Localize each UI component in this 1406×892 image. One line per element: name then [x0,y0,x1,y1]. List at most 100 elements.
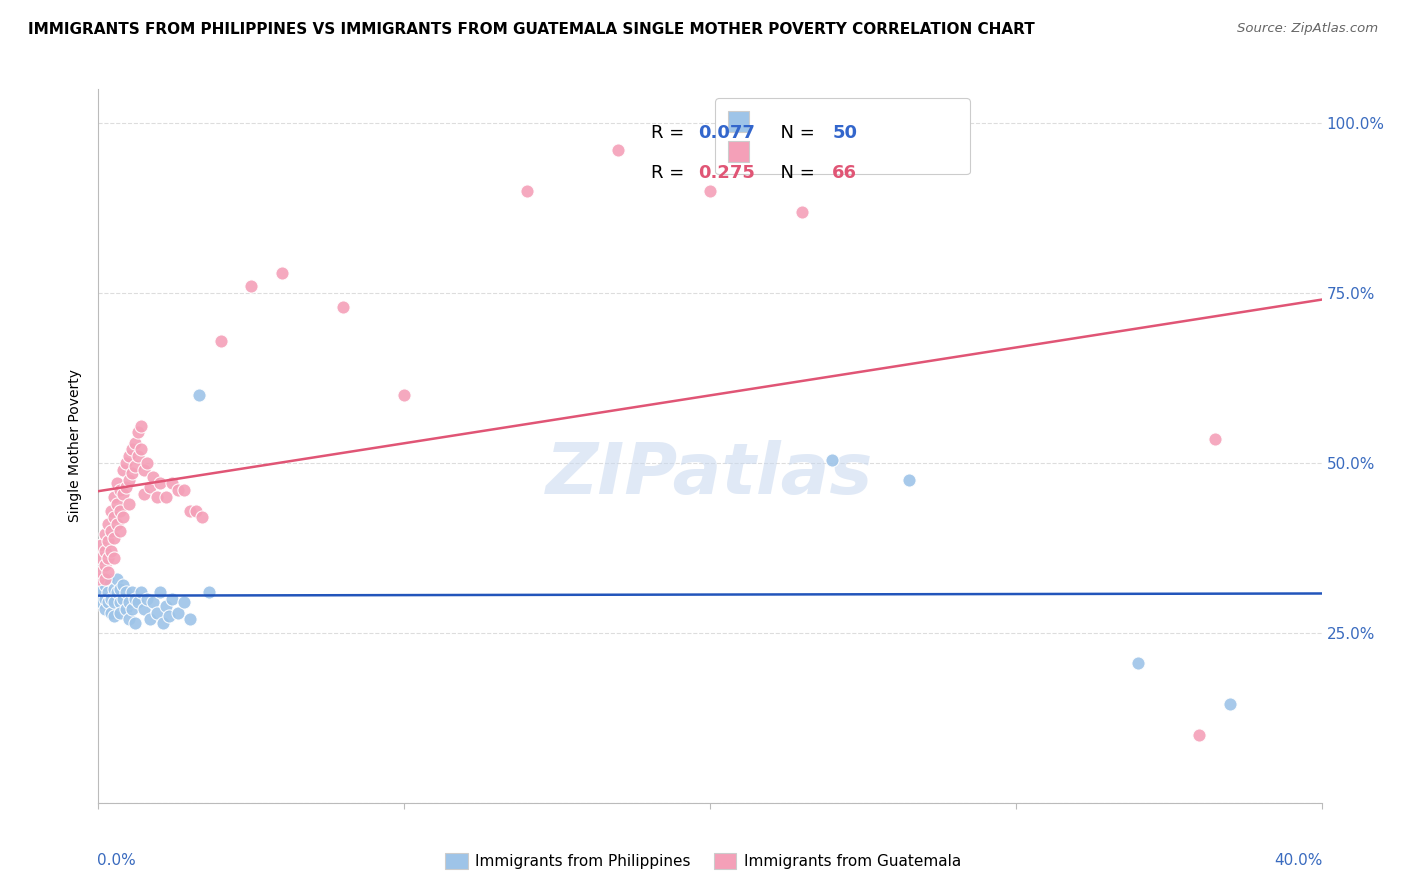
Point [93,558,115,572]
Point [97,551,120,566]
Point [124,435,146,450]
Point [115,585,138,599]
Point [160,476,183,491]
Text: N =: N = [769,164,820,182]
Point [332,300,354,314]
Point [90,582,112,596]
Point [118,612,141,626]
Point [516,184,538,198]
Point [149,585,172,599]
Text: R =: R = [651,125,690,143]
Point [93,591,115,606]
Point [124,591,146,606]
Text: ZIPatlas: ZIPatlas [547,440,873,509]
Point [100,503,122,517]
Point [100,544,122,558]
Point [111,591,134,606]
Point [90,595,112,609]
Point [145,490,167,504]
Point [103,595,125,609]
Point [118,497,141,511]
Point [145,606,167,620]
Point [90,551,112,566]
Point [100,591,122,606]
Text: 0.077: 0.077 [697,125,755,143]
Point [121,466,143,480]
Point [90,537,112,551]
Legend:                                   ,                                   : , [716,98,970,174]
Point [1188,728,1211,742]
Point [103,531,125,545]
Point [129,585,152,599]
Point [108,595,131,609]
Point [87,585,110,599]
Point [209,334,232,348]
Point [121,442,143,457]
Point [93,602,115,616]
Point [127,425,149,440]
Point [93,544,115,558]
Point [93,578,115,592]
Text: 66: 66 [832,164,858,182]
Point [179,612,201,626]
Point [111,510,134,524]
Point [607,144,630,158]
Point [134,602,156,616]
Point [93,527,115,541]
Point [173,483,195,498]
Point [97,517,120,532]
Point [97,534,120,549]
Point [105,476,128,491]
Point [699,184,721,198]
Text: 40.0%: 40.0% [1274,853,1323,868]
Point [108,483,131,498]
Text: Source: ZipAtlas.com: Source: ZipAtlas.com [1237,22,1378,36]
Point [118,595,141,609]
Point [897,473,920,487]
Point [105,517,128,532]
Y-axis label: Single Mother Poverty: Single Mother Poverty [69,369,83,523]
Point [127,449,149,463]
Text: 50: 50 [832,125,858,143]
Point [90,565,112,579]
Point [105,585,128,599]
Point [134,486,156,500]
Text: N =: N = [769,125,820,143]
Point [118,449,141,463]
Point [115,602,138,616]
Point [124,615,146,630]
Point [139,612,162,626]
Point [115,480,138,494]
Point [1204,432,1226,446]
Point [191,510,214,524]
Point [821,452,844,467]
Point [179,503,201,517]
Point [173,595,195,609]
Point [105,572,128,586]
Point [111,463,134,477]
Point [97,572,120,586]
Point [152,615,174,630]
Point [157,608,180,623]
Point [240,279,263,293]
Text: 0.0%: 0.0% [97,853,136,868]
Text: 0.275: 0.275 [697,164,755,182]
Text: R =: R = [651,164,690,182]
Point [103,608,125,623]
Point [97,585,120,599]
Point [136,456,159,470]
Point [142,595,165,609]
Legend: Immigrants from Philippines, Immigrants from Guatemala: Immigrants from Philippines, Immigrants … [439,847,967,875]
Point [167,483,190,498]
Point [121,602,143,616]
Point [167,606,190,620]
Point [142,469,165,483]
Point [160,591,183,606]
Point [103,582,125,596]
Point [108,606,131,620]
Point [188,388,211,402]
Point [129,442,152,457]
Point [115,456,138,470]
Point [108,503,131,517]
Point [103,510,125,524]
